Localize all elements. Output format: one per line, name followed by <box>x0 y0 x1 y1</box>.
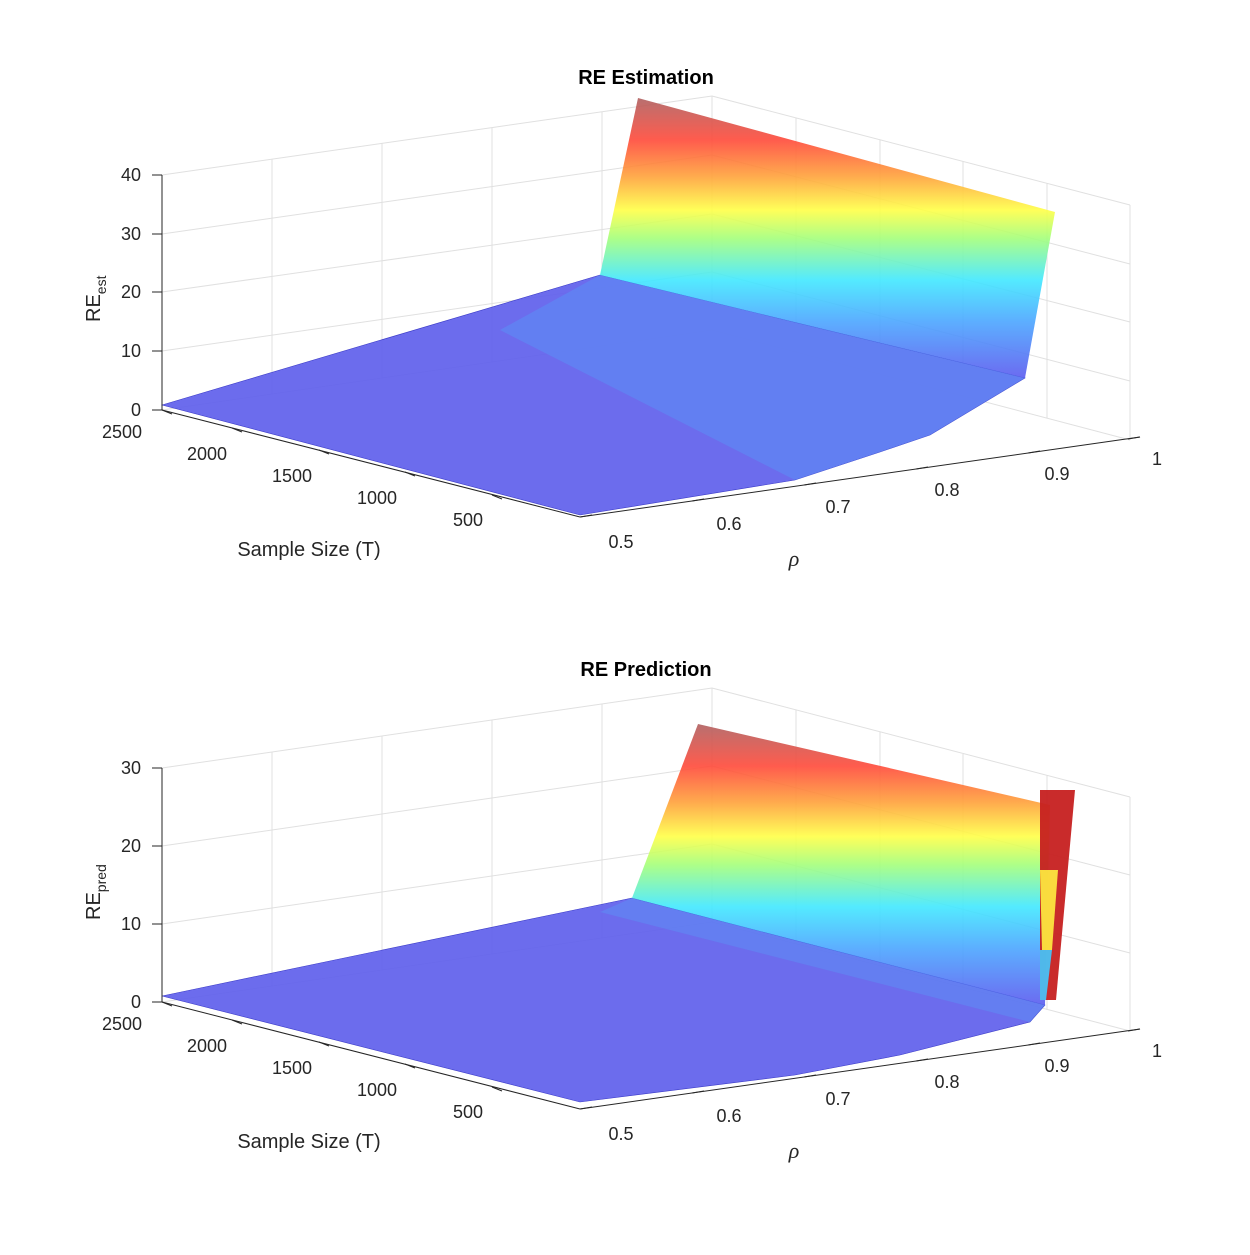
z-tick-label: 40 <box>121 165 141 185</box>
x-tick-label: 1000 <box>357 1080 397 1100</box>
surface <box>160 98 1055 516</box>
z-axis-label: REpred <box>83 864 109 920</box>
y-tick-label: 0.6 <box>716 514 741 534</box>
x-ticks: 2500 2000 1500 1000 500 <box>102 409 503 530</box>
z-tick-label: 20 <box>121 282 141 302</box>
z-axis-label-main: RE <box>83 892 105 920</box>
x-tick-label: 1000 <box>357 488 397 508</box>
y-axis-label: ρ <box>788 546 800 571</box>
x-tick-label: 2000 <box>187 1036 227 1056</box>
x-tick-label: 500 <box>453 1102 483 1122</box>
chart-title: RE Estimation <box>578 67 714 89</box>
y-tick-label: 0.6 <box>716 1106 741 1126</box>
y-ticks: 0.5 0.6 0.7 0.8 0.9 1 <box>579 436 1162 552</box>
y-tick-label: 0.9 <box>1044 464 1069 484</box>
y-tick-label: 0.7 <box>825 497 850 517</box>
x-ticks: 2500 2000 1500 1000 500 <box>102 1001 503 1122</box>
z-tick-label: 20 <box>121 836 141 856</box>
axes <box>161 768 1141 1110</box>
y-tick-label: 0.5 <box>608 532 633 552</box>
y-tick-label: 0.8 <box>934 480 959 500</box>
z-tick-label: 0 <box>131 992 141 1012</box>
z-axis-label-sub: est <box>93 275 109 294</box>
z-tick-label: 30 <box>121 224 141 244</box>
panel-estimation: RE Estimation <box>83 67 1162 571</box>
z-axis-label-main: RE <box>83 294 105 322</box>
x-tick-label: 1500 <box>272 466 312 486</box>
x-tick-label: 2500 <box>102 1014 142 1034</box>
y-axis-label: ρ <box>788 1138 800 1163</box>
y-ticks: 0.5 0.6 0.7 0.8 0.9 1 <box>579 1028 1162 1144</box>
surface <box>161 724 1075 1103</box>
x-tick-label: 2500 <box>102 422 142 442</box>
x-tick-label: 1500 <box>272 1058 312 1078</box>
z-ticks: 0 10 20 30 <box>121 758 162 1012</box>
z-tick-label: 10 <box>121 914 141 934</box>
chart-title: RE Prediction <box>580 659 711 681</box>
x-tick-label: 500 <box>453 510 483 530</box>
z-axis-label: REest <box>83 275 109 322</box>
z-ticks: 0 10 20 30 40 <box>121 165 162 420</box>
x-axis-label: Sample Size (T) <box>237 539 380 561</box>
z-tick-label: 0 <box>131 400 141 420</box>
y-tick-label: 1 <box>1152 1041 1162 1061</box>
z-tick-label: 30 <box>121 758 141 778</box>
y-tick-label: 0.9 <box>1044 1056 1069 1076</box>
z-tick-label: 10 <box>121 341 141 361</box>
panel-prediction: RE Prediction <box>83 659 1162 1163</box>
y-tick-label: 1 <box>1152 449 1162 469</box>
z-axis-label-sub: pred <box>93 864 109 892</box>
y-tick-label: 0.7 <box>825 1089 850 1109</box>
x-axis-label: Sample Size (T) <box>237 1131 380 1153</box>
x-tick-label: 2000 <box>187 444 227 464</box>
y-tick-label: 0.8 <box>934 1072 959 1092</box>
y-tick-label: 0.5 <box>608 1124 633 1144</box>
